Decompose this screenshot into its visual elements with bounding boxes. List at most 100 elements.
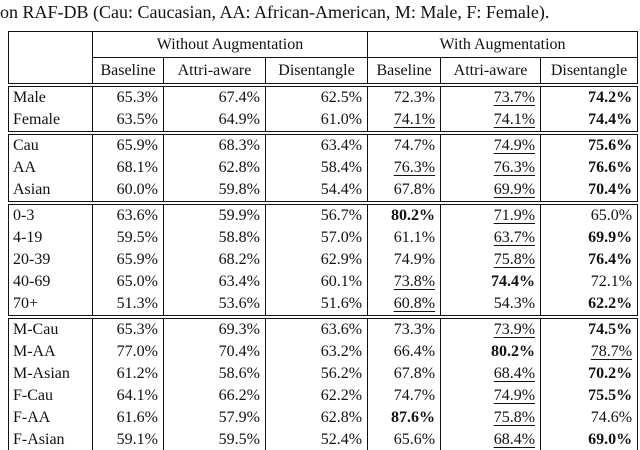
column-header-attri-aware-2: Attri-aware [440,57,542,87]
value-cell: 57.0% [264,227,369,249]
value-cell: 63.6% [264,315,369,341]
group-header-with-augmentation: With Augmentation [367,31,639,58]
value-cell: 57.9% [163,407,266,429]
table-row-f-aa: F-AA 61.6% 57.9% 62.8% 87.6% 75.8% 74.6% [8,407,639,429]
value-cell: 65.9% [92,131,164,157]
value-cell: 65.3% [92,315,164,341]
value-cell: 54.3% [440,293,542,317]
table-row-m-cau: M-Cau 65.3% 69.3% 63.6% 73.3% 73.9% 74.5% [8,315,639,341]
value-cell: 78.7% [540,341,639,363]
value-cell: 75.5% [540,385,639,407]
row-label: Cau [8,131,93,157]
value-cell: 68.3% [163,131,266,157]
value-cell: 74.6% [540,407,639,429]
column-header-baseline-1: Baseline [92,57,164,87]
value-cell: 52.4% [264,429,369,450]
table-header: Without Augmentation With Augmentation B… [8,31,639,87]
results-table: Without Augmentation With Augmentation B… [8,31,639,450]
row-label: 4-19 [8,227,93,249]
value-cell: 60.8% [367,293,442,317]
value-cell: 64.9% [163,109,266,133]
value-cell: 71.9% [440,201,542,227]
value-cell: 59.5% [92,227,164,249]
value-cell: 74.2% [540,85,639,109]
value-cell: 69.3% [163,315,266,341]
group-header-row: Without Augmentation With Augmentation [8,31,639,87]
table-row-70-: 70+ 51.3% 53.6% 51.6% 60.8% 54.3% 62.2% [8,293,639,317]
value-cell: 80.2% [440,341,542,363]
row-label: AA [8,157,93,179]
value-cell: 72.3% [367,85,442,109]
value-cell: 58.8% [163,227,266,249]
table-row-f-asian: F-Asian 59.1% 59.5% 52.4% 65.6% 68.4% 69.0% [8,429,639,450]
value-cell: 65.9% [92,249,164,271]
value-cell: 65.0% [92,271,164,293]
value-cell: 62.8% [264,407,369,429]
value-cell: 76.6% [540,157,639,179]
row-label: F-Asian [8,429,93,450]
value-cell: 63.4% [264,131,369,157]
row-label: F-Cau [8,385,93,407]
row-label: Asian [8,179,93,203]
table-body: Male 65.3% 67.4% 62.5% 72.3% 73.7% 74.2% Female… [8,85,639,450]
corner-cell [8,31,93,87]
value-cell: 74.7% [367,131,442,157]
value-cell: 64.1% [92,385,164,407]
value-cell: 68.4% [440,363,542,385]
value-cell: 74.9% [440,385,542,407]
value-cell: 77.0% [92,341,164,363]
value-cell: 72.1% [540,271,639,293]
table-row-m-asian: M-Asian 61.2% 58.6% 56.2% 67.8% 68.4% 70.2% [8,363,639,385]
table-row-aa: AA 68.1% 62.8% 58.4% 76.3% 76.3% 76.6% [8,157,639,179]
table-row-female: Female 63.5% 64.9% 61.0% 74.1% 74.1% 74.4% [8,109,639,133]
value-cell: 67.4% [163,85,266,109]
value-cell: 76.4% [540,249,639,271]
value-cell: 65.6% [367,429,442,450]
value-cell: 51.3% [92,293,164,317]
value-cell: 68.2% [163,249,266,271]
table-row-male: Male 65.3% 67.4% 62.5% 72.3% 73.7% 74.2% [8,85,639,109]
row-label: M-AA [8,341,93,363]
value-cell: 74.9% [440,131,542,157]
row-label: M-Cau [8,315,93,341]
value-cell: 53.6% [163,293,266,317]
value-cell: 60.0% [92,179,164,203]
row-label: F-AA [8,407,93,429]
value-cell: 62.5% [264,85,369,109]
row-label: Female [8,109,93,133]
value-cell: 59.8% [163,179,266,203]
value-cell: 74.5% [540,315,639,341]
value-cell: 69.9% [440,179,542,203]
value-cell: 51.6% [264,293,369,317]
value-cell: 63.6% [92,201,164,227]
value-cell: 65.0% [540,201,639,227]
value-cell: 68.4% [440,429,542,450]
value-cell: 67.8% [367,179,442,203]
value-cell: 63.5% [92,109,164,133]
table-row-4-19: 4-19 59.5% 58.8% 57.0% 61.1% 63.7% 69.9% [8,227,639,249]
value-cell: 74.9% [367,249,442,271]
value-cell: 59.1% [92,429,164,450]
value-cell: 59.5% [163,429,266,450]
value-cell: 87.6% [367,407,442,429]
value-cell: 80.2% [367,201,442,227]
value-cell: 69.0% [540,429,639,450]
value-cell: 75.8% [440,407,542,429]
column-header-attri-aware-1: Attri-aware [163,57,266,87]
value-cell: 67.8% [367,363,442,385]
row-label: M-Asian [8,363,93,385]
value-cell: 73.9% [440,315,542,341]
value-cell: 62.2% [540,293,639,317]
value-cell: 61.1% [367,227,442,249]
value-cell: 74.7% [367,385,442,407]
value-cell: 63.7% [440,227,542,249]
value-cell: 63.2% [264,341,369,363]
value-cell: 60.1% [264,271,369,293]
value-cell: 74.1% [367,109,442,133]
row-label: 20-39 [8,249,93,271]
value-cell: 74.4% [540,109,639,133]
value-cell: 66.2% [163,385,266,407]
value-cell: 73.3% [367,315,442,341]
table-row-cau: Cau 65.9% 68.3% 63.4% 74.7% 74.9% 75.6% [8,131,639,157]
